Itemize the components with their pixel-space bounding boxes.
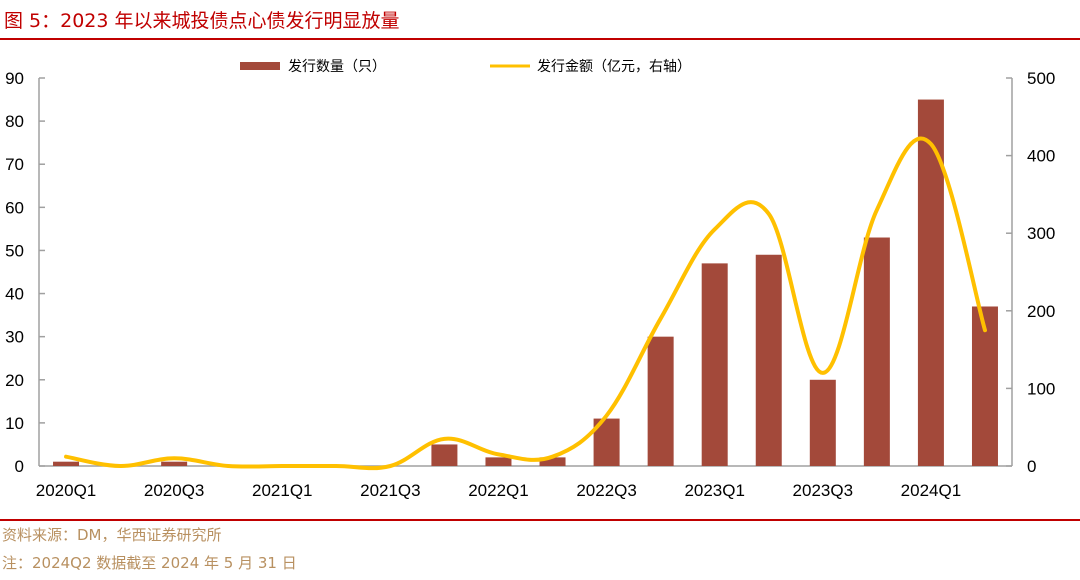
bar-2021Q4 xyxy=(431,444,458,466)
data-cutoff-note: 注：2024Q2 数据截至 2024 年 5 月 31 日 xyxy=(2,554,297,572)
bar-series xyxy=(53,99,998,467)
bar-2024Q1 xyxy=(917,99,944,467)
y-left-tick-label: 90 xyxy=(5,69,24,88)
y-left-tick-label: 10 xyxy=(5,414,24,433)
y-left-tick-label: 30 xyxy=(5,328,24,347)
x-tick-label: 2023Q3 xyxy=(793,481,854,500)
figure-title: 图 5：2023 年以来城投债点心债发行明显放量 xyxy=(4,10,400,32)
footer-rule xyxy=(0,519,1080,521)
y-left-tick-label: 60 xyxy=(5,198,24,217)
x-tick-label: 2024Q1 xyxy=(901,481,962,500)
y-right-tick-label: 500 xyxy=(1027,69,1055,88)
legend-swatch-bar xyxy=(240,62,280,70)
bar-2023Q1 xyxy=(701,263,728,466)
line-series-amount xyxy=(64,136,987,471)
bar-2022Q1 xyxy=(485,457,512,466)
y-left-tick-label: 0 xyxy=(15,457,24,476)
legend-label-amount: 发行金额（亿元，右轴） xyxy=(537,59,691,75)
x-tick-label: 2022Q1 xyxy=(468,481,529,500)
y-right-tick-label: 200 xyxy=(1027,302,1055,321)
x-tick-label: 2021Q3 xyxy=(360,481,421,500)
y-right-tick-label: 100 xyxy=(1027,379,1055,398)
x-tick-label: 2020Q1 xyxy=(36,481,97,500)
x-tick-label: 2022Q3 xyxy=(576,481,637,500)
x-tick-label: 2021Q1 xyxy=(252,481,313,500)
x-tick-label: 2020Q3 xyxy=(144,481,205,500)
source-note: 资料来源：DM，华西证券研究所 xyxy=(2,526,222,544)
bar-2023Q2 xyxy=(755,254,782,466)
axes: 0 10 20 30 40 50 60 70 80 90 0 100 200 300 400 500 2020Q… xyxy=(5,69,1055,500)
bar-2020Q1 xyxy=(53,461,80,466)
x-tick-label: 2023Q1 xyxy=(684,481,745,500)
y-left-tick-label: 80 xyxy=(5,112,24,131)
bar-2023Q3 xyxy=(809,379,836,466)
legend: 发行数量（只） 发行金额（亿元，右轴） xyxy=(240,59,691,75)
y-left-tick-label: 20 xyxy=(5,371,24,390)
bar-2022Q4 xyxy=(647,336,674,466)
bar-2020Q3 xyxy=(161,461,188,466)
y-right-tick-label: 0 xyxy=(1027,457,1036,476)
title-rule xyxy=(0,38,1080,40)
legend-label-count: 发行数量（只） xyxy=(288,59,386,75)
bar-2024Q2 xyxy=(971,306,998,466)
bar-2023Q4 xyxy=(863,237,890,466)
bar-2022Q2 xyxy=(539,457,566,466)
chart: 0 10 20 30 40 50 60 70 80 90 0 100 200 300 400 500 2020Q… xyxy=(5,59,1055,500)
y-right-tick-label: 300 xyxy=(1027,224,1055,243)
y-left-tick-label: 50 xyxy=(5,241,24,260)
y-right-tick-label: 400 xyxy=(1027,147,1055,166)
y-left-tick-label: 40 xyxy=(5,285,24,304)
y-left-tick-label: 70 xyxy=(5,155,24,174)
